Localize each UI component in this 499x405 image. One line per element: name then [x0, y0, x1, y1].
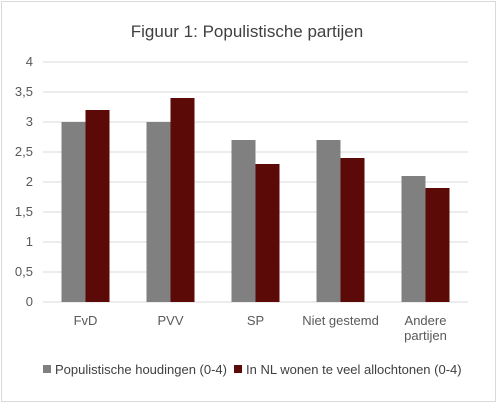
x-tick-label: partijen: [404, 328, 447, 343]
bar: [231, 140, 256, 302]
chart-title: Figuur 1: Populistische partijen: [131, 22, 363, 41]
y-tick-label: 3: [26, 114, 33, 129]
y-tick-label: 1,5: [15, 204, 33, 219]
x-tick-label: Andere: [405, 313, 447, 328]
legend-label: In NL wonen te veel allochtonen (0-4): [246, 362, 462, 377]
legend-swatch: [43, 365, 51, 373]
y-axis: 0 0,5 1 1,5 2 2,5 3 3,5 4: [15, 54, 33, 309]
legend-label: Populistische houdingen (0-4): [55, 362, 227, 377]
bar: [401, 176, 426, 302]
bar: [61, 122, 86, 302]
bar: [425, 188, 450, 302]
y-tick-label: 0: [26, 294, 33, 309]
x-tick-label: FvD: [74, 313, 98, 328]
bar: [316, 140, 341, 302]
y-tick-label: 0,5: [15, 264, 33, 279]
bar: [340, 158, 365, 302]
bars: [61, 98, 450, 302]
x-tick-label: SP: [247, 313, 264, 328]
legend: Populistische houdingen (0-4) In NL wonen…: [43, 362, 462, 377]
x-tick-label: Niet gestemd: [302, 313, 379, 328]
y-tick-label: 2,5: [15, 144, 33, 159]
y-tick-label: 3,5: [15, 84, 33, 99]
x-tick-label: PVV: [157, 313, 183, 328]
legend-swatch: [234, 365, 242, 373]
bar: [85, 110, 110, 302]
y-tick-label: 1: [26, 234, 33, 249]
bar: [170, 98, 195, 302]
y-tick-label: 2: [26, 174, 33, 189]
bar: [255, 164, 280, 302]
bar: [146, 122, 171, 302]
y-tick-label: 4: [26, 54, 33, 69]
